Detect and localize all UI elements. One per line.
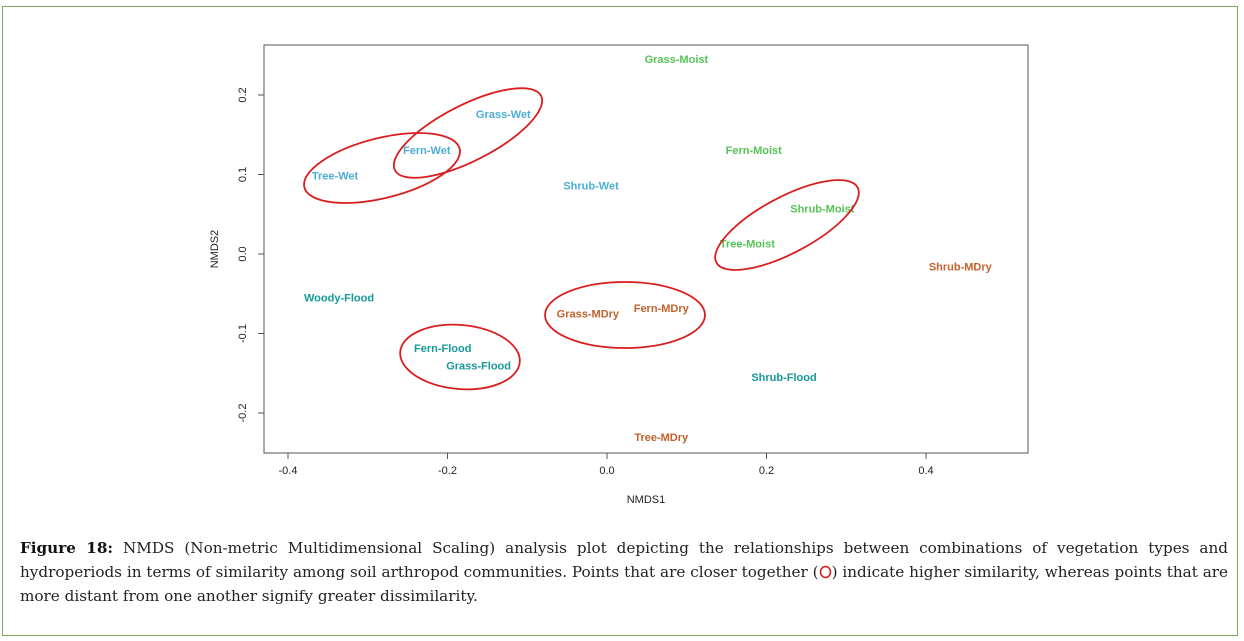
- caption-text-1: NMDS (Non-metric Multidimensional Scalin…: [20, 539, 1228, 581]
- point-label-fern-moist: Fern-Moist: [726, 145, 783, 157]
- similarity-ellipse-1: [303, 132, 461, 204]
- point-label-grass-mdry: Grass-MDry: [557, 309, 620, 321]
- point-label-tree-moist: Tree-Moist: [720, 239, 775, 251]
- x-tick-label: -0.4: [279, 465, 298, 477]
- point-label-fern-wet: Fern-Wet: [403, 145, 451, 157]
- point-label-shrub-mdry: Shrub-MDry: [929, 262, 993, 274]
- caption-text-2: ) indicate higher similarity, whereas po…: [20, 563, 1229, 605]
- x-axis-label: NMDS1: [627, 494, 666, 506]
- x-tick-label: 0.2: [759, 465, 774, 477]
- point-label-shrub-wet: Shrub-Wet: [563, 181, 619, 193]
- y-axis-label: NMDS2: [209, 230, 221, 269]
- point-label-grass-flood: Grass-Flood: [446, 360, 511, 372]
- x-tick-label: 0.0: [599, 465, 614, 477]
- x-tick-label: -0.2: [438, 465, 457, 477]
- figure-frame: [2, 6, 1238, 636]
- point-label-tree-wet: Tree-Wet: [312, 170, 359, 182]
- similarity-ellipse-4: [544, 281, 706, 349]
- nmds-plot: -0.4 -0.2 0.0 0.2 0.4 -0.2 -0.1 0.0 0.1 0.2 NMDS1 N…: [209, 44, 1029, 506]
- y-tick-label: 0.0: [237, 246, 249, 261]
- point-label-shrub-moist: Shrub-Moist: [790, 204, 854, 216]
- point-label-tree-mdry: Tree-MDry: [634, 432, 689, 444]
- point-label-grass-wet: Grass-Wet: [476, 109, 531, 121]
- y-tick-label: 0.1: [237, 167, 249, 182]
- caption-label: Figure 18:: [20, 539, 114, 557]
- point-label-fern-flood: Fern-Flood: [414, 343, 471, 355]
- similarity-ellipse-3: [714, 179, 860, 271]
- x-tick-label: 0.4: [918, 465, 933, 477]
- point-label-fern-mdry: Fern-MDry: [634, 303, 690, 315]
- y-tick-label: -0.2: [237, 404, 249, 423]
- point-label-woody-flood: Woody-Flood: [304, 293, 374, 305]
- similarity-ellipse-5: [399, 323, 521, 391]
- similarity-ellipse-2: [392, 87, 544, 179]
- y-tick-label: -0.1: [237, 324, 249, 343]
- plot-area-border: [263, 44, 1029, 454]
- point-label-shrub-flood: Shrub-Flood: [751, 372, 816, 384]
- y-tick-label: 0.2: [237, 87, 249, 102]
- figure-caption: Figure 18: NMDS (Non-metric Multidimensi…: [20, 536, 1228, 608]
- red-ellipse-symbol-icon: [819, 565, 831, 579]
- point-label-grass-moist: Grass-Moist: [645, 54, 709, 66]
